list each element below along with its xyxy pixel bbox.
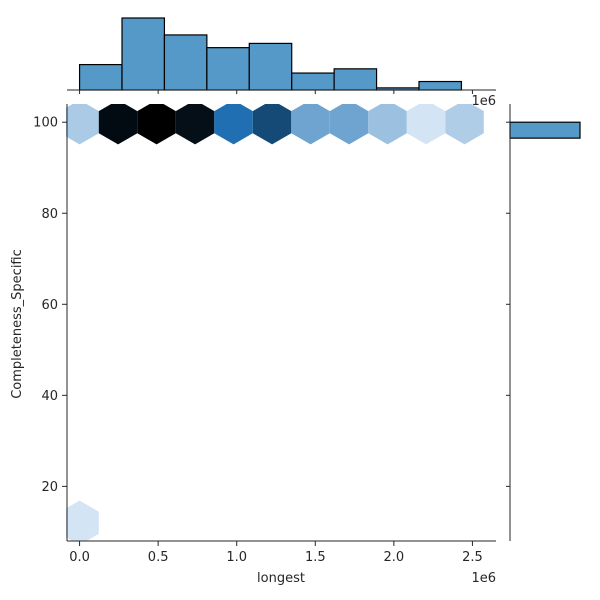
hexbin	[175, 100, 215, 145]
x-tick-label: 2.0	[384, 550, 405, 565]
x-hist-bar	[206, 47, 250, 91]
x-hist-bar	[418, 80, 463, 91]
x-hist-bar	[333, 68, 378, 91]
x-hist-bar	[248, 42, 293, 91]
hexbin	[445, 100, 484, 145]
x-hist-bar	[163, 34, 208, 91]
y-tick-label: 100	[33, 116, 58, 131]
clip-mask-right	[497, 99, 511, 546]
y-tick-label: 80	[41, 207, 58, 222]
clip-mask-left	[42, 102, 66, 543]
y-axis-label: Completeness_Specific	[10, 249, 25, 399]
hexbin	[60, 100, 99, 145]
y-tick-label: 40	[41, 389, 58, 404]
x-offset-text: 1e6	[471, 571, 496, 586]
top-offset-text: 1e6	[471, 94, 496, 109]
hexbin	[252, 100, 292, 145]
axes: 0.0 0.5 1.0 1.5 2.0 2.5 20 40 60 80 100	[33, 104, 496, 565]
hexbin	[291, 100, 330, 145]
x-hist-bar	[121, 17, 166, 91]
hexbin	[98, 100, 138, 145]
y-tick-label: 20	[41, 480, 58, 495]
hexbin	[60, 500, 99, 545]
hexbin	[368, 100, 407, 145]
x-tick-label: 1.5	[305, 550, 326, 565]
x-hist-bar	[78, 63, 123, 91]
x-tick-label: 2.5	[462, 550, 483, 565]
hexbin-layer	[0, 79, 600, 566]
x-axis-label: longest	[257, 571, 305, 586]
x-tick-label: 0.5	[148, 550, 169, 565]
x-marginal-histogram	[67, 17, 496, 94]
x-tick-label: 1.0	[226, 550, 247, 565]
y-tick-label: 60	[41, 298, 58, 313]
clip-mask-bottom	[44, 541, 519, 566]
x-hist-bar	[291, 72, 335, 91]
x-tick-label: 0.0	[69, 550, 90, 565]
y-marginal-histogram	[506, 104, 581, 541]
hexbin	[214, 100, 253, 145]
y-hist-bar	[509, 121, 581, 139]
hexbin	[406, 100, 446, 145]
hexbin	[329, 100, 369, 145]
hexbin	[137, 100, 176, 145]
